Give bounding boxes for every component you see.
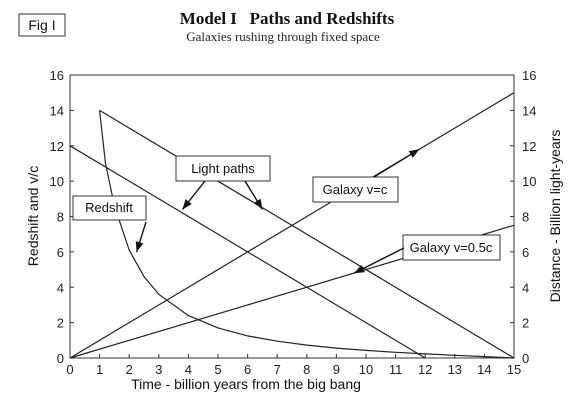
x-tick-label: 0: [66, 362, 73, 377]
x-tick-label: 3: [155, 362, 162, 377]
light-path-arrow-1-head: [182, 199, 192, 210]
x-axis-label: Time - billion years from the big bang: [131, 376, 361, 392]
x-tick-label: 1: [96, 362, 103, 377]
chart-subtitle: Galaxies rushing through fixed space: [186, 29, 380, 44]
light-path-arrow-2-head: [253, 198, 263, 210]
x-tick-label: 7: [274, 362, 281, 377]
x-tick-label: 14: [477, 362, 491, 377]
figure-label: Fig I: [28, 17, 55, 33]
annotation-redshift: Redshift: [72, 195, 147, 221]
left-y-tick-label: 4: [57, 280, 64, 295]
series-redshift-curve: [99, 110, 515, 359]
left-y-tick-label: 10: [50, 174, 64, 189]
left-y-tick-label: 8: [57, 210, 64, 225]
series-layer: [69, 92, 515, 359]
annotation-galaxy-c-box: [312, 176, 399, 203]
annotation-galaxy-c: Galaxy v=c: [312, 176, 399, 203]
right-y-axis-label: Distance - Billion light-years: [547, 130, 563, 303]
right-y-tick-label: 2: [522, 316, 529, 331]
x-tick-label: 9: [333, 362, 340, 377]
annotation-light-paths: Light paths: [175, 155, 271, 182]
annotation-galaxy-c-label: Galaxy v=c: [323, 182, 388, 197]
arrow-layer: [135, 148, 420, 274]
left-y-tick-label: 12: [50, 139, 64, 154]
series-light-path-1-line: [99, 109, 515, 359]
x-tick-label: 6: [244, 362, 251, 377]
right-y-tick-label: 10: [522, 174, 536, 189]
tick-layer: 0 1 2 3 4 5 6 7 8 9 10 11 12 13 14 15024681012141602468…: [50, 68, 537, 377]
x-tick-label: 8: [303, 362, 310, 377]
left-y-tick-label: 2: [57, 316, 64, 331]
annotation-light-paths-label: Light paths: [191, 161, 255, 176]
left-y-tick-label: 16: [50, 68, 64, 83]
x-tick-label: 2: [126, 362, 133, 377]
annotation-light-paths-box: [175, 155, 271, 182]
right-y-tick-label: 8: [522, 210, 529, 225]
right-y-tick-label: 12: [522, 139, 536, 154]
galaxy-c-arrow-head: [408, 149, 420, 158]
x-tick-label: 12: [418, 362, 432, 377]
x-tick-label: 11: [389, 362, 403, 377]
right-y-tick-label: 14: [522, 103, 536, 118]
x-tick-label: 4: [185, 362, 192, 377]
right-y-tick-label: 6: [522, 245, 529, 260]
right-y-tick-label: 16: [522, 68, 536, 83]
x-tick-label: 10: [359, 362, 373, 377]
x-tick-label: 5: [214, 362, 221, 377]
left-y-tick-label: 14: [50, 103, 64, 118]
x-tick-label: 15: [507, 362, 521, 377]
chart-title: Model I Paths and Redshifts: [180, 9, 395, 28]
annotation-galaxy-half-c-box: [402, 234, 501, 261]
x-tick-label: 13: [448, 362, 462, 377]
right-y-tick-label: 4: [522, 280, 529, 295]
annotation-galaxy-half-c: Galaxy v=0.5c: [402, 234, 501, 261]
galaxy-half-c-arrow-head: [354, 265, 365, 274]
redshift-arrow-head: [135, 241, 144, 252]
annotation-redshift-box: [72, 195, 147, 221]
annotation-redshift-label: Redshift: [85, 200, 133, 215]
left-y-tick-label: 0: [57, 351, 64, 366]
figure-label-box: [18, 13, 66, 37]
series-light-path-2-line: [69, 145, 426, 359]
annotation-galaxy-half-c-label: Galaxy v=0.5c: [410, 240, 493, 255]
left-y-tick-label: 6: [57, 245, 64, 260]
right-y-tick-label: 0: [522, 351, 529, 366]
left-y-axis-label: Redshift and v/c: [25, 166, 41, 266]
